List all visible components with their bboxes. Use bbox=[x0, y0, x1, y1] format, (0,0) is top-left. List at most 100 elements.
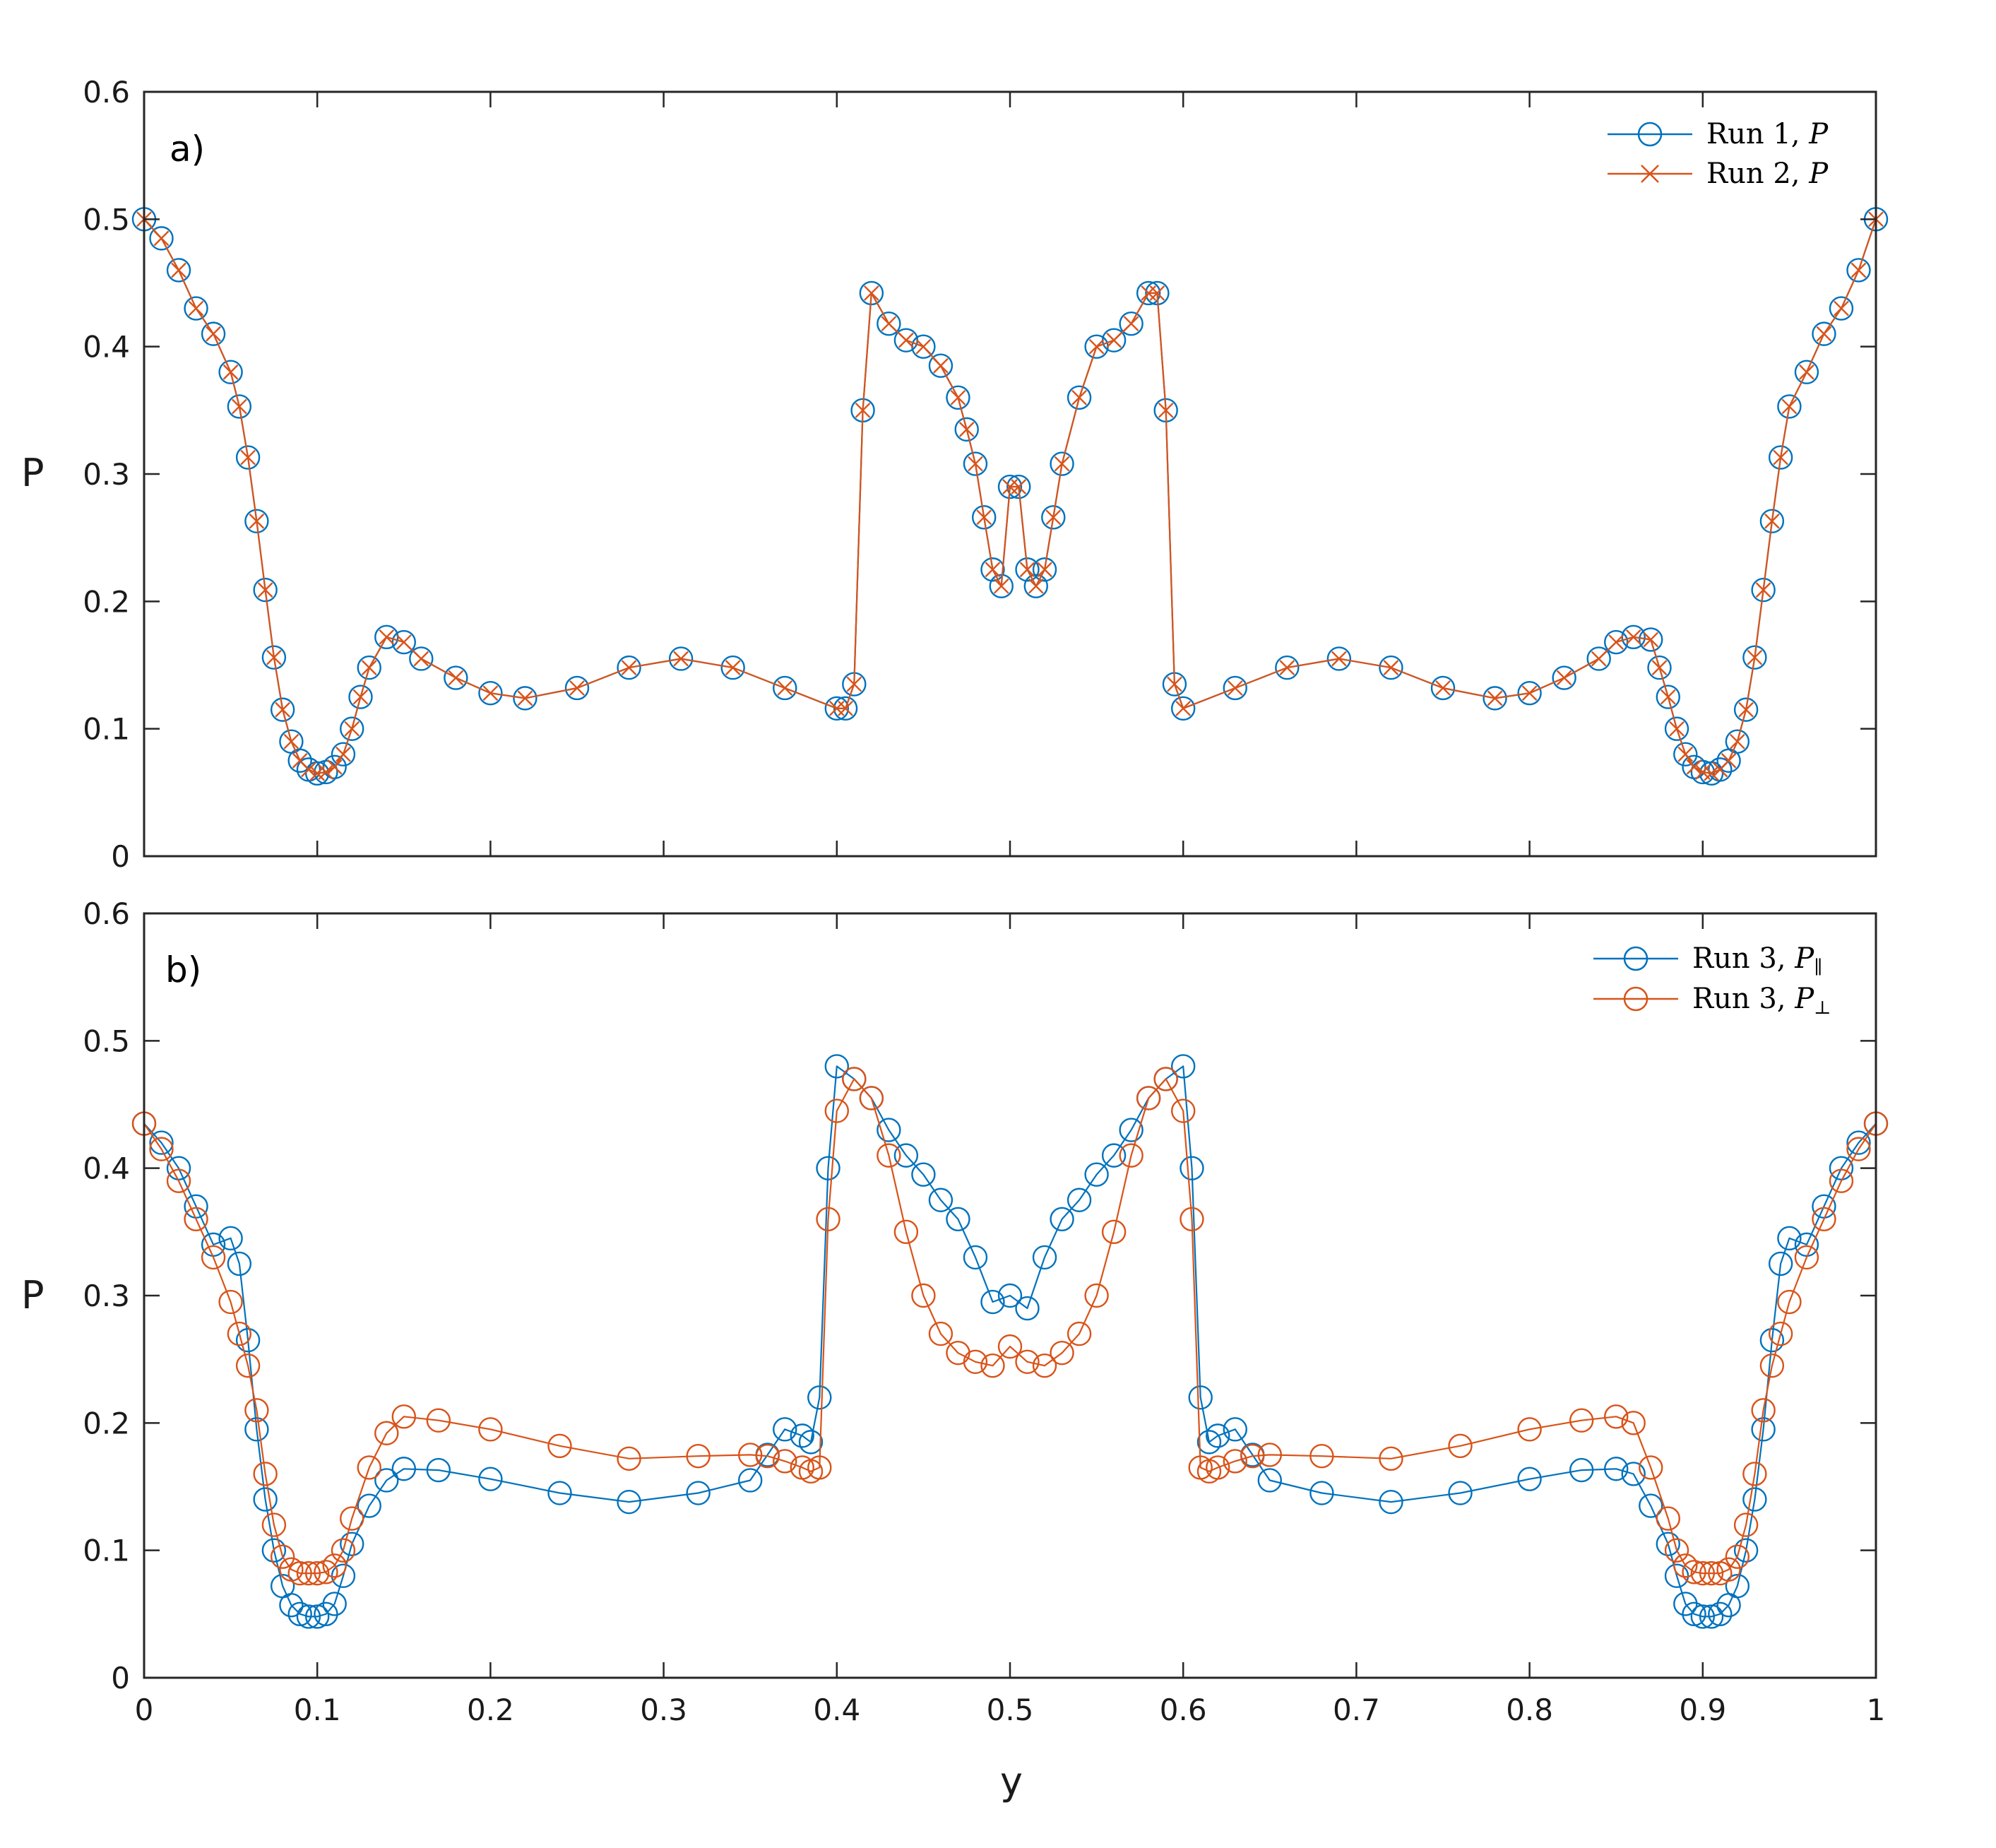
data-point bbox=[1569, 1408, 1594, 1433]
data-point bbox=[1435, 680, 1451, 696]
data-point bbox=[1180, 1156, 1204, 1180]
data-point bbox=[1067, 1187, 1092, 1212]
panel-b-y-axis-label: P bbox=[21, 1273, 44, 1317]
data-point bbox=[855, 402, 871, 418]
data-point bbox=[1045, 509, 1062, 526]
data-point bbox=[413, 651, 429, 667]
data-point bbox=[569, 680, 585, 696]
data-point bbox=[1149, 285, 1165, 301]
data-point bbox=[859, 1086, 884, 1110]
data-point bbox=[1067, 1321, 1092, 1346]
data-point bbox=[153, 230, 170, 247]
legend-b-entry-1-label: Run 3, bbox=[1692, 942, 1795, 975]
data-point bbox=[253, 577, 278, 603]
svg-text:Run 1, P: Run 1, P bbox=[1706, 118, 1829, 150]
data-point bbox=[1682, 1601, 1706, 1627]
data-point bbox=[1747, 649, 1763, 665]
data-point bbox=[257, 582, 273, 598]
data-point bbox=[1119, 1143, 1143, 1168]
data-point bbox=[1379, 1446, 1403, 1471]
data-point bbox=[881, 316, 897, 332]
data-point bbox=[318, 764, 334, 780]
data-point bbox=[838, 700, 853, 716]
data-point bbox=[444, 665, 468, 690]
data-point bbox=[1777, 394, 1802, 419]
data-point bbox=[1660, 689, 1676, 705]
svg-text:Run 3, P∥: Run 3, P∥ bbox=[1692, 942, 1822, 978]
data-point bbox=[188, 300, 204, 316]
legend-b-entry-2-label: Run 3, bbox=[1692, 983, 1795, 1015]
data-point bbox=[1170, 1098, 1196, 1123]
data-point bbox=[1032, 1353, 1057, 1378]
data-point bbox=[1170, 696, 1196, 721]
data-point bbox=[1483, 686, 1507, 711]
data-point bbox=[206, 326, 221, 342]
panel-b-series-2 bbox=[131, 1067, 1889, 1586]
data-point bbox=[720, 655, 745, 680]
data-point bbox=[842, 1067, 867, 1091]
data-point bbox=[1257, 1468, 1283, 1493]
data-point bbox=[1279, 660, 1295, 675]
y-tick-label: 0.2 bbox=[83, 584, 130, 619]
data-point bbox=[1829, 1168, 1854, 1193]
data-point bbox=[950, 389, 966, 405]
x-tick-label: 0.2 bbox=[467, 1693, 514, 1727]
data-point bbox=[1041, 505, 1066, 530]
data-point bbox=[1686, 759, 1702, 775]
data-point bbox=[1175, 700, 1192, 716]
data-point bbox=[1032, 1245, 1057, 1270]
legend-a-entry-2: Run 2, P bbox=[1608, 158, 1829, 190]
data-point bbox=[1379, 655, 1403, 680]
data-point bbox=[547, 1433, 572, 1458]
data-point bbox=[244, 1417, 269, 1442]
data-point bbox=[725, 660, 741, 675]
x-tick-label: 0.7 bbox=[1333, 1693, 1380, 1727]
x-tick-label: 0.5 bbox=[987, 1693, 1034, 1727]
data-point bbox=[1196, 1430, 1222, 1455]
svg-text:Run 2, P: Run 2, P bbox=[1706, 158, 1829, 190]
data-point bbox=[218, 1226, 243, 1251]
data-point bbox=[1725, 729, 1750, 754]
panel-b-series-1 bbox=[131, 1054, 1889, 1629]
data-point bbox=[824, 696, 850, 721]
panel-b-chart: 0 0.1 0.2 0.3 0.4 0.5 0.6 0 0.1 0.2 0.3 0.4 0.5 0.6 0.… bbox=[21, 896, 1889, 1803]
data-point bbox=[1084, 1283, 1109, 1308]
data-point bbox=[972, 505, 997, 530]
data-point bbox=[149, 1130, 174, 1155]
data-point bbox=[1759, 1327, 1785, 1353]
data-point bbox=[374, 1468, 399, 1493]
data-point bbox=[340, 716, 364, 741]
data-point bbox=[1556, 670, 1572, 686]
data-point bbox=[235, 1327, 261, 1353]
series-line bbox=[143, 1078, 1877, 1575]
data-point bbox=[266, 649, 282, 665]
data-point bbox=[1206, 1423, 1230, 1448]
data-point bbox=[1006, 474, 1031, 499]
data-point bbox=[283, 733, 299, 750]
data-point bbox=[426, 1457, 451, 1483]
data-point bbox=[976, 509, 992, 526]
data-point bbox=[1777, 1289, 1802, 1315]
data-point bbox=[287, 1560, 312, 1586]
data-point bbox=[1764, 513, 1780, 529]
data-point bbox=[357, 1455, 381, 1480]
data-point bbox=[773, 675, 797, 701]
data-point bbox=[968, 456, 983, 472]
legend-b-entry-2-symbol: P bbox=[1794, 983, 1814, 1015]
data-point bbox=[911, 1162, 936, 1187]
data-point bbox=[621, 660, 637, 675]
data-point bbox=[1729, 733, 1745, 750]
data-point bbox=[911, 1283, 936, 1308]
legend-b-entry-2: Run 3, P⊥ bbox=[1593, 983, 1831, 1019]
data-point bbox=[1309, 1481, 1334, 1505]
data-point bbox=[1699, 1560, 1724, 1586]
data-point bbox=[1725, 1544, 1750, 1569]
data-point bbox=[1591, 651, 1607, 667]
data-point bbox=[1015, 1349, 1040, 1374]
data-point bbox=[331, 742, 356, 766]
x-tick-label: 0.4 bbox=[813, 1693, 860, 1727]
data-point bbox=[963, 1245, 988, 1270]
data-point bbox=[824, 1054, 850, 1079]
data-point bbox=[1794, 360, 1819, 384]
data-point bbox=[1383, 660, 1399, 675]
